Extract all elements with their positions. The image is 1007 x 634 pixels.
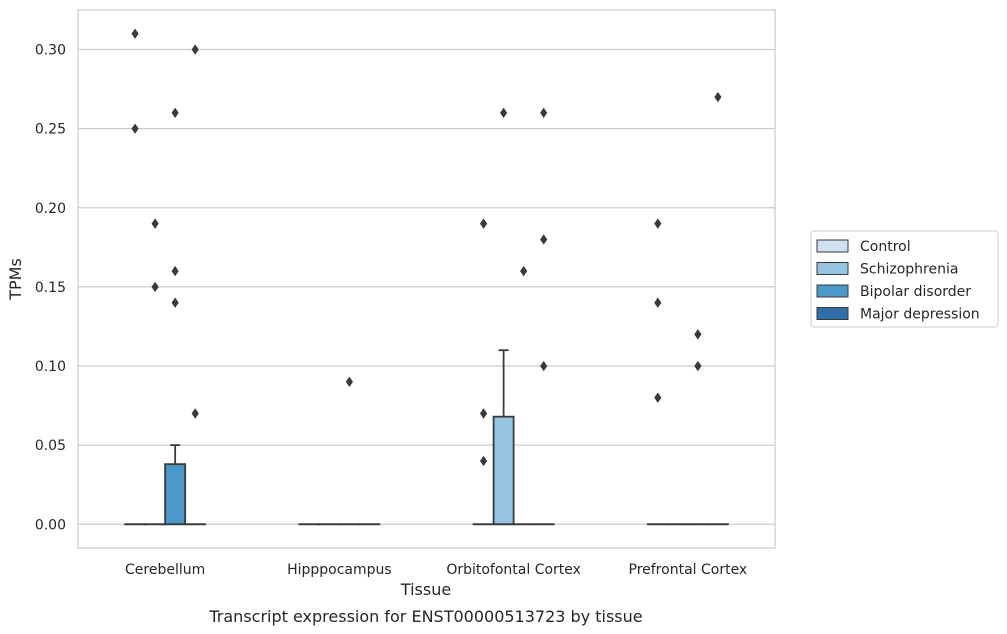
box (492, 415, 515, 526)
legend-label: Schizophrenia (860, 262, 958, 278)
outlier-point (151, 218, 159, 229)
outlier-point (540, 360, 548, 372)
outlier-point (191, 44, 199, 55)
outlier-points (131, 28, 722, 467)
y-tick-label: 0.15 (35, 280, 66, 296)
y-tick-label: 0.25 (35, 122, 66, 138)
outlier-point (500, 107, 508, 119)
x-tick-label: Orbitofontal Cortex (446, 562, 581, 578)
outlier-point (694, 329, 702, 340)
outlier-point (191, 408, 199, 419)
outlier-point (654, 392, 662, 403)
outlier-point (171, 297, 179, 308)
box (164, 463, 187, 526)
legend-swatch (816, 239, 849, 253)
outlier-point (540, 234, 548, 245)
outlier-point (654, 218, 662, 229)
outlier-point (479, 218, 488, 229)
outlier-point (171, 265, 179, 277)
outlier-point (479, 408, 488, 419)
outlier-point (694, 360, 702, 372)
plot-frame (77, 9, 776, 549)
legend-label: Control (860, 239, 911, 255)
y-tick-label: 0.05 (35, 438, 66, 454)
legend-label: Bipolar disorder (860, 284, 971, 300)
x-tick-label: Prefrontal Cortex (629, 562, 748, 578)
y-tick-label: 0.10 (35, 359, 66, 375)
x-tick-label: Hipppocampus (287, 562, 392, 578)
outlier-point (540, 107, 548, 119)
y-axis: 0.00 0.05 0.10 0.15 0.20 0.25 0.30 (35, 43, 66, 534)
outlier-point (654, 297, 662, 308)
y-tick-label: 0.20 (35, 201, 66, 217)
box-series (124, 349, 729, 526)
legend-swatch (816, 284, 849, 298)
outlier-point (171, 107, 179, 119)
outlier-point (131, 28, 139, 39)
outlier-point (479, 455, 488, 467)
outlier-point (714, 91, 722, 103)
outlier-point (520, 265, 528, 277)
y-axis-label: TPMs (6, 258, 25, 301)
outlier-point (151, 281, 159, 293)
y-tick-label: 0.30 (35, 43, 66, 59)
legend-swatch (816, 262, 849, 275)
legend: Control Schizophrenia Bipolar disorder Majo… (810, 230, 999, 328)
x-tick-label: Cerebellum (125, 562, 205, 578)
legend-swatch (816, 307, 849, 320)
legend-label: Major depression (860, 307, 980, 323)
x-axis: Cerebellum Hipppocampus Orbitofontal Corte… (125, 562, 747, 578)
legend-frame (810, 230, 999, 328)
x-axis-label: Tissue (400, 580, 451, 599)
y-tick-label: 0.00 (35, 517, 66, 533)
chart-title: Transcript expression for ENST0000051372… (208, 607, 642, 626)
outlier-point (345, 376, 353, 388)
plot-area (78, 10, 775, 548)
outlier-point (131, 123, 139, 134)
